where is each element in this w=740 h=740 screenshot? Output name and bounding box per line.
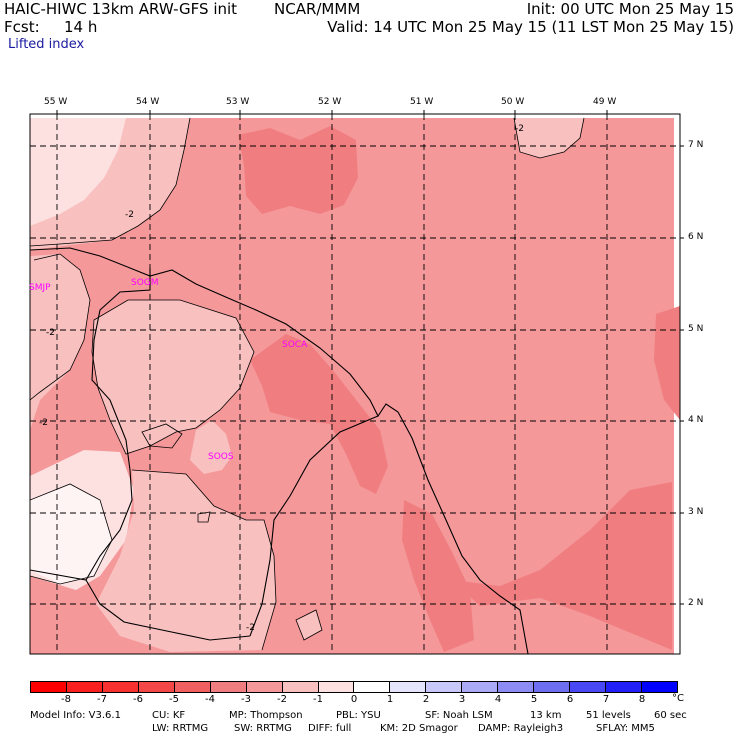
colorbar-tick-label: 2 — [418, 695, 434, 705]
map-figure — [0, 0, 740, 740]
colorbar-tick-label: 6 — [562, 695, 578, 705]
colorbar-swatch — [103, 682, 139, 692]
lon-label: 49 W — [593, 98, 616, 107]
colorbar-tick-label: -5 — [166, 695, 182, 705]
colorbar-tick-label: -6 — [130, 695, 146, 705]
footer-damp: DAMP: Rayleigh3 — [478, 724, 563, 734]
footer-timestep: 60 sec — [654, 711, 687, 721]
colorbar-swatch — [31, 682, 67, 692]
footer-lw: LW: RRTMG — [152, 724, 208, 734]
colorbar-swatch — [390, 682, 426, 692]
footer-sf: SF: Noah LSM — [425, 711, 493, 721]
colorbar-swatch — [534, 682, 570, 692]
colorbar-swatch — [211, 682, 247, 692]
lon-label: 55 W — [44, 98, 67, 107]
colorbar-tick-label: -7 — [94, 695, 110, 705]
colorbar-swatch — [283, 682, 319, 692]
contour-label: -2 — [125, 211, 134, 220]
lat-label: 5 N — [688, 325, 703, 334]
colorbar-swatch — [175, 682, 211, 692]
contour-label: -2 — [46, 329, 55, 338]
footer-model-info: Model Info: V3.6.1 — [30, 711, 121, 721]
colorbar-tick-label: -8 — [58, 695, 74, 705]
colorbar-swatch — [498, 682, 534, 692]
colorbar-swatch — [354, 682, 390, 692]
colorbar-swatch — [426, 682, 462, 692]
lon-label: 53 W — [226, 98, 249, 107]
contour-label: -2 — [515, 125, 524, 134]
colorbar-swatch — [462, 682, 498, 692]
colorbar-swatch — [247, 682, 283, 692]
colorbar-unit: °C — [672, 694, 684, 704]
contour-label: -2 — [246, 624, 255, 633]
footer-sw: SW: RRTMG — [234, 724, 292, 734]
colorbar-swatch — [570, 682, 606, 692]
footer-pbl: PBL: YSU — [336, 711, 381, 721]
top-ticks — [57, 110, 607, 114]
footer-resolution: 13 km — [530, 711, 561, 721]
contour-label: -2 — [39, 419, 48, 428]
lat-label: 4 N — [688, 416, 703, 425]
colorbar-ticks: -8 -7 -6 -5 -4 -3 -2 -1 0 1 2 3 4 5 6 7 8 — [30, 695, 678, 707]
footer-levels: 51 levels — [586, 711, 631, 721]
colorbar-tick-label: -3 — [238, 695, 254, 705]
colorbar-tick-label: 4 — [490, 695, 506, 705]
colorbar-tick-label: -2 — [274, 695, 290, 705]
colorbar-swatch — [642, 682, 677, 692]
footer-diff: DIFF: full — [308, 724, 351, 734]
station-label: SOCA — [282, 341, 307, 350]
station-label: SOGM — [131, 279, 159, 288]
colorbar-swatch — [319, 682, 355, 692]
colorbar-swatch — [67, 682, 103, 692]
footer-sflay: SFLAY: MM5 — [596, 724, 655, 734]
colorbar-tick-label: 5 — [526, 695, 542, 705]
colorbar-swatch — [139, 682, 175, 692]
lon-label: 54 W — [136, 98, 159, 107]
colorbar-tick-label: 3 — [454, 695, 470, 705]
colorbar — [30, 681, 678, 693]
lon-label: 51 W — [410, 98, 433, 107]
station-label: SMJP — [29, 284, 51, 293]
footer-cu: CU: KF — [152, 711, 185, 721]
footer-km: KM: 2D Smagor — [380, 724, 458, 734]
colorbar-tick-label: 0 — [346, 695, 362, 705]
station-label: SOOS — [208, 453, 234, 462]
colorbar-tick-label: -1 — [310, 695, 326, 705]
colorbar-tick-label: -4 — [202, 695, 218, 705]
right-ticks — [680, 146, 684, 604]
colorbar-tick-label: 1 — [382, 695, 398, 705]
lat-label: 7 N — [688, 141, 703, 150]
colorbar-swatch — [606, 682, 642, 692]
lat-label: 3 N — [688, 508, 703, 517]
lifted-index-field — [30, 114, 680, 654]
colorbar-tick-label: 7 — [598, 695, 614, 705]
lat-label: 2 N — [688, 599, 703, 608]
footer-mp: MP: Thompson — [229, 711, 303, 721]
top-margin — [30, 114, 680, 118]
colorbar-tick-label: 8 — [634, 695, 650, 705]
lon-label: 52 W — [318, 98, 341, 107]
lat-label: 6 N — [688, 233, 703, 242]
lon-label: 50 W — [501, 98, 524, 107]
